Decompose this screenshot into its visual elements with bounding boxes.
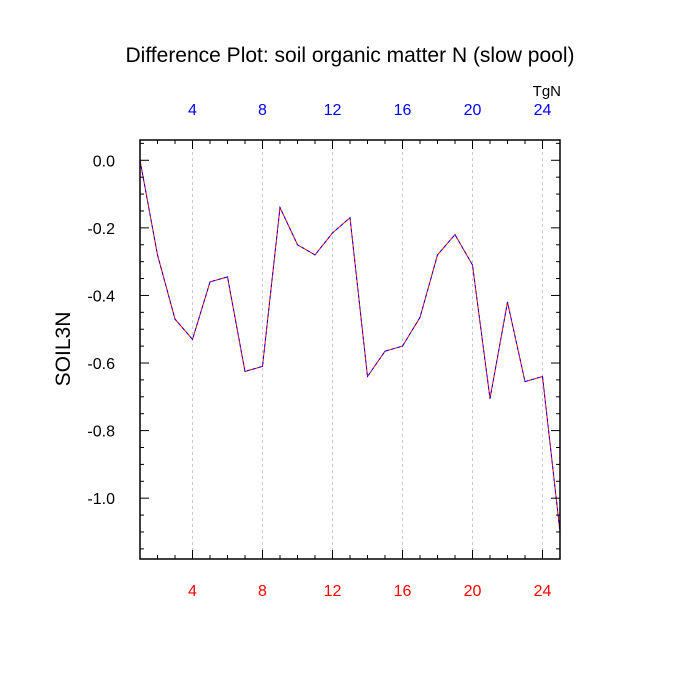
data-point-4 (191, 338, 194, 340)
data-point-16 (401, 345, 404, 347)
y-tick-label-1: -0.2 (87, 221, 115, 238)
x-tick-label-bottom-12: 12 (324, 583, 342, 600)
y-tick-label-3: -0.6 (87, 356, 115, 373)
data-point-2 (156, 254, 159, 256)
x-tick-label-bottom-8: 8 (258, 583, 267, 600)
x-tick-label-top-4: 4 (188, 102, 197, 119)
data-point-21 (489, 397, 491, 400)
x-tick-label-top-24: 24 (534, 102, 552, 119)
data-point-5 (209, 281, 211, 283)
data-point-17 (419, 316, 421, 318)
x-tick-label-top-20: 20 (464, 102, 482, 119)
x-tick-label-bottom-24: 24 (534, 583, 552, 600)
y-tick-label-0: 0.0 (93, 153, 115, 170)
data-point-24 (541, 375, 544, 378)
data-point-22 (506, 301, 509, 303)
units-label: TgN (533, 83, 561, 100)
data-point-8 (261, 365, 264, 367)
series-layer (139, 159, 561, 533)
x-tick-label-top-16: 16 (394, 102, 412, 119)
x-tick-label-top-12: 12 (324, 102, 342, 119)
y-tick-label-4: -0.8 (87, 424, 115, 441)
data-point-3 (174, 318, 176, 320)
data-point-15 (384, 350, 386, 352)
data-point-18 (436, 254, 439, 256)
x-tick-label-bottom-20: 20 (464, 583, 482, 600)
data-point-23 (524, 381, 526, 383)
data-point-14 (366, 375, 369, 378)
y-tick-label-5: -1.0 (87, 491, 115, 508)
data-point-12 (331, 232, 334, 234)
ticks-layer (139, 140, 561, 559)
data-point-10 (296, 244, 299, 246)
data-point-7 (244, 370, 246, 373)
data-point-19 (454, 234, 456, 236)
x-tick-label-top-8: 8 (258, 102, 267, 119)
labels-layer: 4 4 8 8 12 12 16 16 20 20 24 24 0.0 -0.2 -0.4 -0.6 -0.8 -… (87, 102, 551, 600)
data-point-6 (226, 276, 229, 278)
data-point-13 (349, 217, 351, 219)
y-tick-label-2: -0.4 (87, 288, 115, 305)
chart-title: Difference Plot: soil organic matter N (… (126, 44, 575, 67)
data-point-9 (279, 206, 281, 209)
grid-layer (192, 140, 543, 559)
y-axis-label: SOIL3N (52, 312, 75, 387)
data-point-11 (314, 254, 316, 256)
x-tick-label-bottom-16: 16 (394, 583, 412, 600)
data-point-20 (471, 264, 474, 266)
x-tick-label-bottom-4: 4 (188, 583, 197, 600)
